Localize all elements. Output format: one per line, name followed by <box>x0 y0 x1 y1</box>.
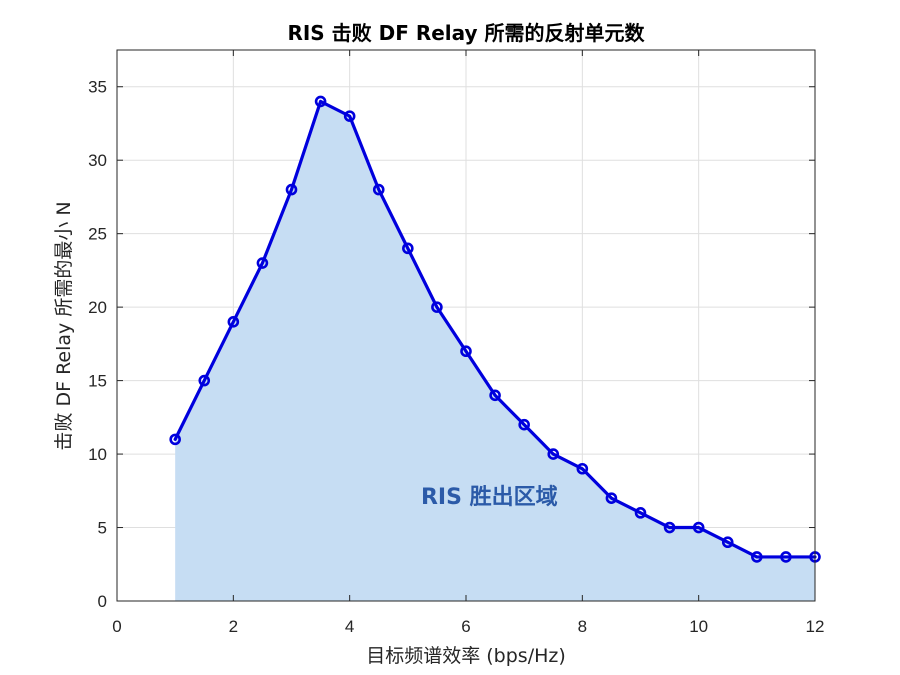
filled-area <box>175 101 815 601</box>
data-point-marker <box>547 448 560 460</box>
chart-title: RIS 击败 DF Relay 所需的反射单元数 <box>287 21 645 45</box>
annotations-layer: RIS 胜出区域 <box>421 484 558 510</box>
data-point-marker <box>489 389 501 402</box>
data-point-marker <box>285 183 298 196</box>
x-tick-label: 4 <box>345 617 354 636</box>
data-point-marker <box>402 242 414 255</box>
y-tick-label: 30 <box>88 151 107 170</box>
x-tick-label: 0 <box>112 617 121 636</box>
data-point-marker <box>518 418 530 431</box>
data-point-marker <box>343 110 356 122</box>
data-point-marker <box>605 492 618 504</box>
y-tick-label: 15 <box>88 372 107 391</box>
data-point-marker <box>372 183 385 196</box>
data-point-marker <box>576 462 589 475</box>
series-line-layer <box>173 99 817 559</box>
data-point-marker <box>431 301 443 313</box>
y-tick-label: 20 <box>88 298 107 317</box>
data-point-marker <box>692 521 705 534</box>
y-tick-label: 10 <box>88 445 107 464</box>
data-point-marker <box>634 507 647 519</box>
y-tick-label: 25 <box>88 225 107 244</box>
tick-labels-layer: 0 2 4 6 8 10 12 0 5 10 15 20 25 30 35 <box>88 78 824 636</box>
y-tick-label: 35 <box>88 78 107 97</box>
data-point-marker <box>663 521 676 534</box>
axes-frame <box>116 49 816 602</box>
data-point-marker <box>227 316 240 328</box>
data-point-marker <box>780 551 792 563</box>
series-line <box>173 99 817 559</box>
data-point-marker <box>460 345 472 358</box>
fill-area-layer <box>175 101 815 601</box>
y-tick-label: 5 <box>98 519 107 538</box>
x-tick-label: 6 <box>461 617 470 636</box>
x-tick-label: 2 <box>229 617 238 636</box>
data-point-marker <box>314 95 327 108</box>
y-axis-label: 击败 DF Relay 所需的最小 N <box>53 201 75 450</box>
data-point-marker <box>751 551 763 563</box>
x-axis-label: 目标频谱效率 (bps/Hz) <box>366 645 566 667</box>
data-point-marker <box>198 374 211 387</box>
data-point-marker <box>256 257 269 269</box>
y-tick-label: 0 <box>98 592 107 611</box>
x-tick-label: 12 <box>806 617 825 636</box>
data-point-marker <box>721 536 734 549</box>
markers-layer <box>169 95 821 563</box>
data-point-marker <box>169 433 181 446</box>
x-tick-label: 10 <box>689 617 708 636</box>
annotation-label: RIS 胜出区域 <box>421 484 558 510</box>
x-tick-label: 8 <box>578 617 587 636</box>
